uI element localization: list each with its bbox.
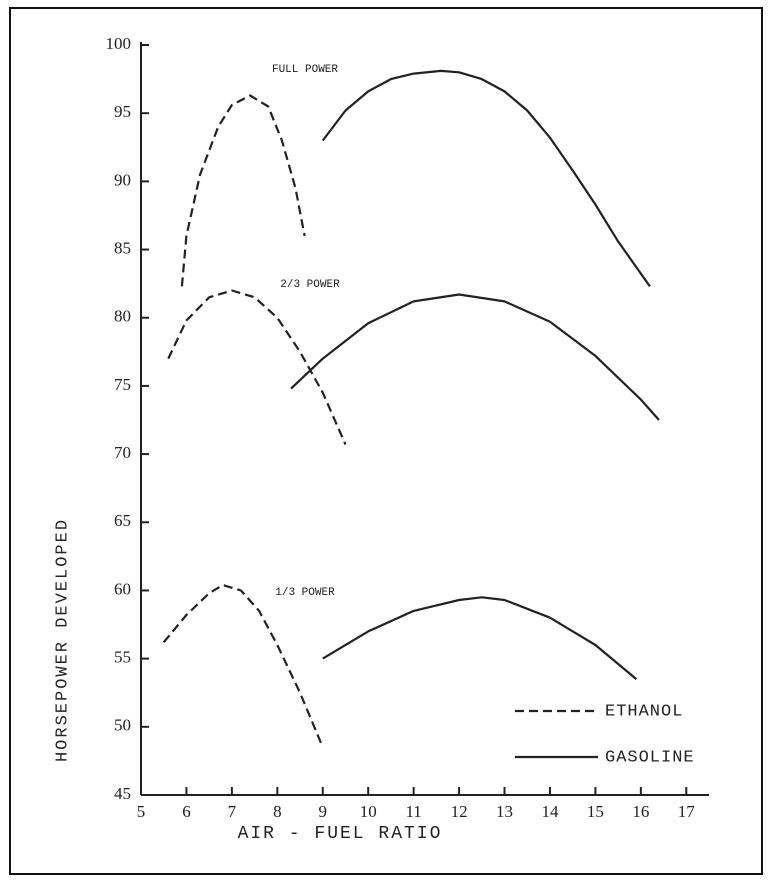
x-tick-label: 15 (587, 802, 604, 821)
legend-label: ETHANOL (605, 702, 683, 721)
x-tick-label: 17 (678, 802, 696, 821)
x-tick-label: 9 (319, 802, 328, 821)
y-tick-label: 50 (114, 716, 131, 735)
y-axis-label: HORSEPOWER DEVELOPED (53, 518, 72, 762)
x-tick-label: 14 (541, 802, 559, 821)
series-line (290, 69, 660, 680)
x-tick-label: 5 (137, 802, 146, 821)
y-tick-label: 90 (114, 170, 131, 189)
x-axis-label: AIR - FUEL RATIO (238, 824, 443, 844)
y-tick-label: 70 (114, 443, 131, 462)
legend-label: GASOLINE (605, 748, 695, 767)
x-tick-label: 11 (405, 802, 421, 821)
y-tick-label: 85 (114, 238, 131, 257)
series-line (162, 94, 347, 748)
x-tick-label: 12 (451, 802, 468, 821)
y-tick-label: 45 (114, 784, 131, 803)
y-tick-label: 65 (114, 511, 131, 530)
annotation: FULL POWER (272, 64, 338, 76)
y-tick-label: 100 (106, 34, 132, 53)
y-tick-label: 80 (114, 307, 131, 326)
x-tick-label: 13 (496, 802, 513, 821)
y-tick-label: 55 (114, 648, 131, 667)
y-tick-label: 60 (114, 579, 131, 598)
x-tick-label: 10 (360, 802, 377, 821)
y-tick-label: 75 (114, 375, 131, 394)
annotation: 1/3 POWER (275, 587, 335, 599)
x-tick-label: 6 (182, 802, 191, 821)
x-tick-label: 8 (273, 802, 282, 821)
frame (9, 7, 763, 875)
x-tick-label: 7 (228, 802, 237, 821)
y-tick-label: 95 (114, 102, 131, 121)
x-tick-label: 16 (632, 802, 649, 821)
annotation: 2/3 POWER (280, 279, 340, 291)
